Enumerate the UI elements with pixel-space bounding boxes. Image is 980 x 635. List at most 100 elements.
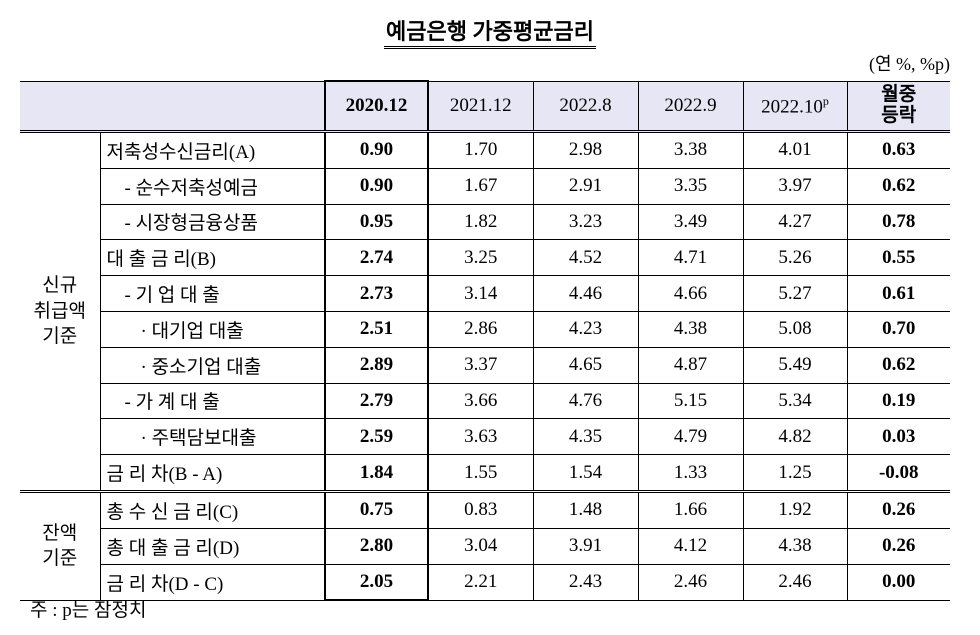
cell-value: 2.51: [324, 310, 429, 348]
cell-value: 0.75: [324, 489, 429, 529]
data-row: - 가 계 대 출 2.79 3.66 4.76 5.15 5.34 0.19: [20, 382, 950, 420]
row-label: - 가 계 대 출: [100, 382, 326, 420]
cell-value: 2.05: [324, 563, 429, 602]
cell-value: 1.84: [324, 454, 429, 492]
cell-value: 2.98: [532, 131, 639, 169]
cell-value: 1.82: [427, 203, 534, 241]
cell-value: 0.61: [846, 275, 950, 312]
column-header: 2022.8: [532, 80, 639, 133]
cell-value: 0.03: [846, 418, 950, 456]
cell-value: 4.71: [637, 239, 744, 277]
group-label-line: 잔액: [42, 522, 78, 544]
cell-value: 4.35: [532, 418, 639, 456]
row-label: 금 리 차(B - A): [100, 454, 326, 492]
cell-value: 0.83: [427, 489, 534, 529]
row-label: · 대기업 대출: [100, 310, 326, 348]
cell-value: 2.46: [742, 563, 848, 601]
cell-value: 5.27: [742, 275, 848, 312]
column-header: 2022.9: [637, 80, 744, 133]
header-corner: [20, 80, 326, 133]
cell-value: 5.34: [742, 382, 848, 420]
group-label-line: 기준: [42, 326, 78, 348]
cell-value: 0.90: [324, 167, 429, 205]
cell-value: 1.25: [742, 454, 848, 492]
row-label: 총 대 출 금 리(D): [100, 527, 326, 565]
cell-value: 1.66: [637, 489, 744, 529]
row-label: 금 리 차(D - C): [100, 563, 326, 601]
cell-value: 0.78: [846, 203, 950, 241]
cell-value: 3.25: [427, 239, 534, 277]
cell-value: 5.49: [742, 346, 848, 384]
row-label: 대 출 금 리(B): [100, 239, 326, 277]
cell-value: 2.89: [324, 346, 429, 384]
cell-value: 0.62: [846, 167, 950, 205]
cell-value: 3.63: [427, 418, 534, 456]
cell-value: 3.14: [427, 275, 534, 312]
cell-value: 0.63: [846, 131, 950, 169]
data-row: 금 리 차(B - A) 1.84 1.55 1.54 1.33 1.25 -0.08: [20, 454, 950, 492]
cell-value: 5.15: [637, 382, 744, 420]
data-row: · 주택담보대출 2.59 3.63 4.35 4.79 4.82 0.03: [20, 418, 950, 456]
row-label: · 중소기업 대출: [100, 346, 326, 384]
cell-value: 2.43: [532, 563, 639, 601]
cell-value: 4.23: [532, 310, 639, 348]
cell-value: 2.59: [324, 418, 429, 456]
data-row: 금 리 차(D - C) 2.05 2.21 2.43 2.46 2.46 0.00: [20, 563, 950, 602]
cell-value: 3.35: [637, 167, 744, 205]
group-label-line: 기준: [42, 548, 78, 570]
cell-value: 0.26: [846, 489, 950, 529]
row-label: - 순수저축성예금: [100, 167, 326, 205]
cell-value: 4.65: [532, 346, 639, 384]
cell-value: 4.87: [637, 346, 744, 384]
cell-value: 1.67: [427, 167, 534, 205]
cell-value: 2.73: [324, 275, 429, 312]
title: 예금은행 가중평균금리: [0, 14, 980, 49]
cell-value: 3.97: [742, 167, 848, 205]
cell-value: 3.38: [637, 131, 744, 169]
group-label-line: 취급액: [33, 300, 86, 322]
cell-value: 2.80: [324, 527, 429, 565]
cell-value: 4.82: [742, 418, 848, 456]
data-row: - 순수저축성예금 0.90 1.67 2.91 3.35 3.97 0.62: [20, 167, 950, 205]
title-text: 예금은행 가중평균금리: [384, 19, 596, 49]
data-row: 총 대 출 금 리(D) 2.80 3.04 3.91 4.12 4.38 0.26: [20, 527, 950, 565]
data-row: 대 출 금 리(B) 2.74 3.25 4.52 4.71 5.26 0.55: [20, 239, 950, 277]
cell-value: 0.90: [324, 131, 429, 169]
cell-value: 0.62: [846, 346, 950, 384]
cell-value: 2.46: [637, 563, 744, 601]
cell-value: 0.55: [846, 239, 950, 277]
footnote: 주 : p는 잠정치: [30, 600, 147, 621]
cell-value: 5.26: [742, 239, 848, 277]
cell-value: 0.70: [846, 310, 950, 348]
column-header-text: 2022.10: [761, 95, 823, 117]
cell-value: 4.76: [532, 382, 639, 420]
column-header-sup: p: [822, 93, 829, 108]
cell-value: 3.37: [427, 346, 534, 384]
cell-value: 4.27: [742, 203, 848, 241]
cell-value: 1.33: [637, 454, 744, 492]
cell-value: -0.08: [846, 454, 950, 492]
cell-value: 1.55: [427, 454, 534, 492]
cell-value: 4.38: [637, 310, 744, 348]
row-label: - 시장형금융상품: [100, 203, 326, 241]
cell-value: 0.00: [846, 563, 950, 601]
cell-value: 2.86: [427, 310, 534, 348]
cell-value: 2.91: [532, 167, 639, 205]
group-label-line: 신규: [42, 275, 78, 297]
cell-value: 2.79: [324, 382, 429, 420]
data-row: - 기 업 대 출 2.73 3.14 4.46 4.66 5.27 0.61: [20, 275, 950, 312]
column-header-line: 월중: [881, 83, 917, 105]
cell-value: 1.48: [532, 489, 639, 529]
cell-value: 4.66: [637, 275, 744, 312]
cell-value: 1.92: [742, 489, 848, 529]
cell-value: 0.95: [324, 203, 429, 241]
data-row: - 시장형금융상품 0.95 1.82 3.23 3.49 4.27 0.78: [20, 203, 950, 241]
row-label: - 기 업 대 출: [100, 275, 326, 312]
row-label: · 주택담보대출: [100, 418, 326, 456]
cell-value: 5.08: [742, 310, 848, 348]
cell-value: 3.49: [637, 203, 744, 241]
header-row: 2020.12 2021.12 2022.8 2022.9 2022.10p 월중 등락: [20, 80, 950, 133]
cell-value: 1.54: [532, 454, 639, 492]
